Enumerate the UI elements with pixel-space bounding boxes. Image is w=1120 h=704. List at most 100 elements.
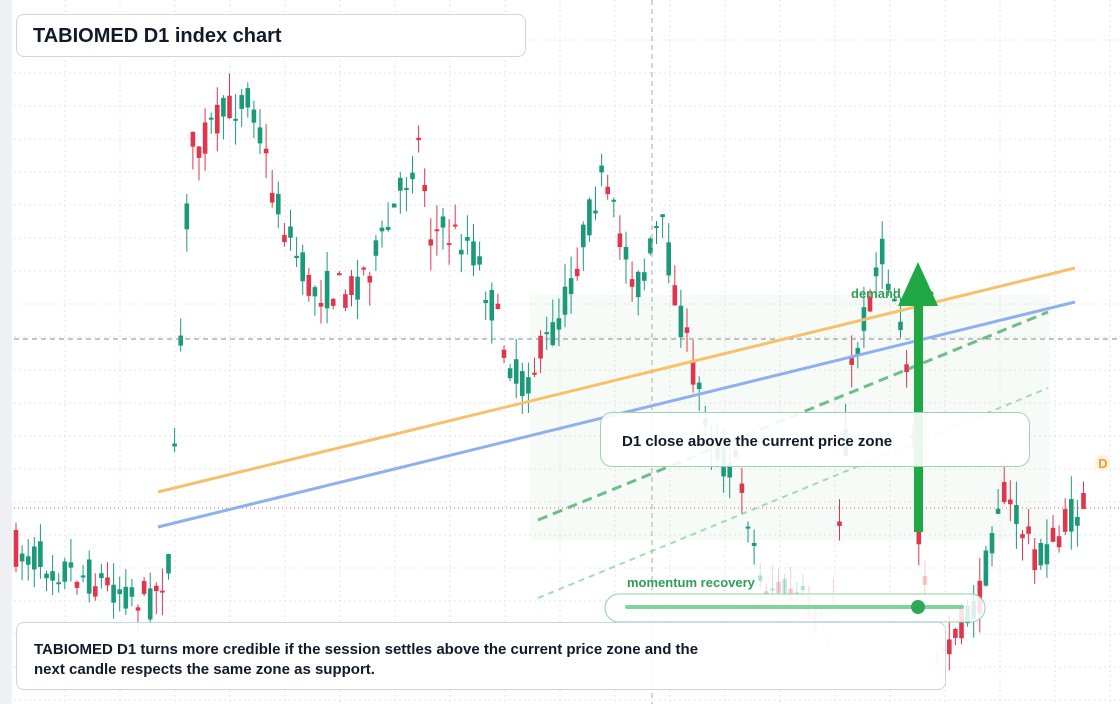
candle-body: [489, 290, 495, 321]
candle-body: [611, 199, 617, 202]
candle-body: [160, 590, 165, 593]
candle-body: [80, 575, 86, 578]
candle-body: [556, 318, 562, 330]
candle-body: [44, 573, 49, 579]
candle-body: [642, 272, 647, 281]
candle-body: [727, 463, 732, 478]
candle-body: [337, 273, 342, 276]
candle-body: [1038, 543, 1044, 566]
candle-body: [99, 573, 104, 579]
candle-body: [916, 523, 922, 545]
candle-body: [208, 117, 214, 120]
candle-body: [477, 256, 482, 265]
candle-body: [995, 508, 1001, 514]
candle-body: [1008, 499, 1013, 505]
candle-body: [355, 276, 360, 300]
candle-body: [361, 267, 366, 270]
candle-body: [465, 237, 470, 241]
callout-box: D1 close above the current price zone: [600, 412, 1030, 467]
candle-body: [873, 267, 879, 277]
candle-body: [483, 299, 488, 304]
candle-body: [245, 88, 251, 108]
candle-body: [739, 483, 745, 493]
candle-body: [635, 271, 641, 298]
candle-body: [184, 203, 190, 230]
candle-body: [599, 165, 604, 173]
candle-body: [1056, 536, 1062, 548]
candle-body: [751, 542, 757, 546]
candle-body: [391, 203, 397, 208]
candle-body: [1026, 526, 1031, 534]
candle-body: [172, 443, 177, 447]
candle-body: [660, 214, 665, 218]
candle-body: [459, 249, 464, 255]
candle-body: [904, 364, 909, 373]
candle-body: [257, 127, 263, 144]
candle-body: [306, 275, 312, 296]
candle-body: [300, 252, 305, 282]
candle-body: [782, 578, 787, 596]
note-box: TABIOMED D1 turns more credible if the s…: [16, 622, 946, 690]
candle-body: [56, 582, 61, 585]
candle-body: [800, 585, 806, 591]
candle-body: [672, 285, 678, 306]
candle-body: [532, 372, 537, 375]
candle-body: [770, 588, 775, 591]
chart-title: TABIOMED D1 index chart: [33, 25, 282, 47]
candle-body: [678, 305, 684, 338]
candle-body: [13, 530, 19, 567]
candle-body: [269, 192, 275, 203]
note: TABIOMED D1 turns more credible if the s…: [34, 640, 698, 680]
candle-body: [330, 298, 336, 306]
marker-label: D: [1098, 456, 1107, 471]
left-strip: [0, 0, 12, 704]
candle-body: [263, 148, 269, 154]
candle-body: [1081, 493, 1086, 510]
candle-body: [501, 349, 507, 358]
candle-body: [983, 550, 989, 586]
candle-body: [947, 639, 952, 655]
candle-body: [190, 131, 196, 147]
candle-body: [324, 271, 330, 309]
candle-body: [233, 118, 238, 121]
candle-body: [93, 586, 98, 597]
candle-body: [1001, 481, 1007, 503]
callout-text: D1 close above the current price zone: [622, 433, 893, 450]
candle-body: [654, 226, 659, 229]
candle-body: [849, 356, 854, 365]
candle-body: [276, 193, 281, 215]
candle-body: [953, 628, 958, 638]
candle-body: [422, 184, 427, 192]
arrow-head: [898, 262, 938, 306]
candle-body: [617, 233, 623, 248]
momentum-label: momentum recovery: [627, 575, 756, 590]
candle-body: [32, 546, 37, 570]
candle-body: [62, 561, 68, 582]
candle-body: [886, 283, 891, 291]
candle-body: [776, 581, 781, 594]
candle-body: [605, 186, 610, 195]
candle-body: [111, 584, 116, 603]
candle-body: [105, 577, 110, 586]
candle-body: [879, 238, 885, 265]
candle-body: [690, 360, 696, 385]
candle-body: [544, 332, 549, 335]
candle-body: [922, 576, 928, 585]
candle-body: [568, 278, 574, 295]
candle-body: [38, 541, 43, 568]
candle-body: [562, 286, 568, 315]
candle-body: [1032, 549, 1037, 571]
candle-body: [86, 559, 92, 594]
candle-body: [239, 95, 244, 109]
candle-body: [520, 371, 525, 397]
candle-body: [495, 303, 501, 309]
candle-body: [764, 591, 769, 595]
candle-body: [1062, 509, 1068, 532]
note-line: next candle respects the same zone as su…: [34, 661, 375, 678]
candle-body: [404, 187, 409, 190]
candle-body: [452, 224, 458, 227]
candle-body: [215, 104, 220, 134]
candle-body: [440, 216, 446, 228]
candle-body: [1044, 544, 1050, 565]
candle-body: [123, 586, 129, 609]
